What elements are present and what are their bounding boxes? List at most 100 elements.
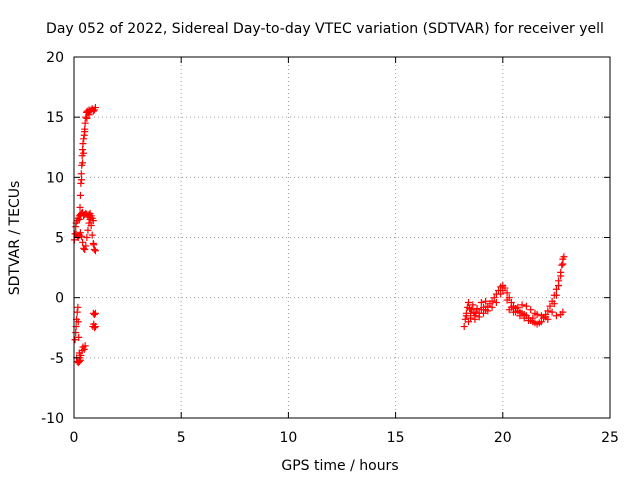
data-point — [559, 308, 567, 316]
data-point — [87, 221, 95, 229]
y-axis-label: SDTVAR / TECUs — [7, 181, 23, 296]
data-point — [510, 308, 518, 316]
data-point — [71, 336, 79, 344]
y-tick-label: 20 — [46, 50, 64, 66]
x-tick-label: 5 — [177, 430, 186, 446]
data-point — [488, 297, 496, 305]
data-point — [555, 282, 563, 290]
data-point — [469, 301, 477, 309]
data-point — [80, 345, 88, 353]
data-point — [79, 159, 87, 167]
data-point — [462, 312, 470, 320]
data-point — [552, 291, 560, 299]
data-point — [79, 140, 87, 148]
data-point — [550, 300, 558, 308]
axis-ticks: 0 5 10 15 20 25 -10 -5 0 5 10 15 20 — [41, 50, 619, 446]
data-point — [560, 253, 568, 261]
data-point — [558, 261, 566, 269]
y-tick-label: 15 — [46, 110, 64, 126]
data-point — [488, 303, 496, 311]
x-tick-label: 15 — [387, 430, 405, 446]
data-points — [70, 104, 568, 367]
data-point — [89, 217, 97, 225]
data-point — [82, 242, 90, 250]
data-point — [552, 312, 560, 320]
data-point — [75, 357, 83, 365]
data-point — [91, 309, 99, 317]
data-point — [84, 226, 92, 234]
data-point — [531, 309, 539, 317]
data-point — [83, 234, 91, 241]
y-tick-label: -5 — [50, 351, 64, 367]
data-point — [505, 306, 513, 314]
data-point — [548, 308, 556, 316]
data-point — [74, 303, 82, 311]
data-point — [552, 285, 560, 293]
data-point — [77, 351, 85, 359]
x-tick-label: 20 — [494, 430, 512, 446]
data-point — [91, 324, 99, 332]
data-point — [520, 314, 528, 322]
data-point — [75, 215, 83, 223]
data-point — [544, 315, 552, 323]
data-point — [83, 114, 91, 122]
data-point — [525, 317, 533, 325]
data-point — [91, 104, 99, 112]
x-tick-label: 25 — [601, 430, 619, 446]
x-tick-label: 10 — [279, 430, 297, 446]
data-point — [527, 306, 535, 314]
data-point — [497, 290, 505, 298]
data-point — [81, 246, 89, 254]
grid-lines — [74, 57, 610, 418]
data-point — [482, 297, 490, 305]
data-point — [81, 125, 89, 133]
data-point — [471, 315, 479, 323]
data-point — [529, 314, 537, 322]
data-point — [477, 298, 485, 306]
data-point — [85, 111, 93, 119]
data-point — [473, 304, 481, 312]
data-point — [76, 191, 84, 199]
data-point — [90, 311, 98, 319]
data-point — [514, 303, 522, 311]
data-point — [74, 359, 82, 367]
data-point — [86, 215, 94, 223]
data-point — [73, 308, 81, 316]
data-point — [503, 296, 511, 304]
data-point — [475, 313, 483, 321]
data-point — [472, 308, 480, 316]
data-point — [77, 170, 85, 178]
data-point — [467, 314, 475, 322]
data-point — [74, 318, 82, 326]
data-point — [91, 247, 99, 255]
data-point — [480, 309, 488, 317]
data-point — [79, 238, 87, 246]
data-point — [78, 232, 86, 240]
data-point — [490, 294, 498, 302]
data-point — [537, 318, 545, 326]
x-axis-label: GPS time / hours — [281, 458, 398, 474]
data-point — [80, 149, 88, 157]
data-point — [464, 298, 472, 306]
data-point — [81, 342, 89, 350]
data-point — [464, 318, 472, 326]
data-point — [503, 289, 511, 297]
data-point — [460, 323, 468, 331]
data-point — [72, 329, 80, 337]
data-point — [75, 333, 83, 341]
data-point — [499, 286, 507, 294]
data-point — [76, 203, 84, 211]
y-tick-label: 0 — [55, 291, 64, 307]
data-point — [492, 298, 500, 306]
data-point — [546, 302, 554, 310]
data-point — [77, 179, 85, 187]
data-point — [81, 119, 89, 127]
data-point — [80, 135, 88, 143]
data-point — [88, 231, 96, 239]
y-tick-label: 5 — [55, 231, 64, 247]
data-point — [557, 272, 565, 280]
data-point — [89, 323, 97, 331]
data-point — [544, 307, 552, 315]
